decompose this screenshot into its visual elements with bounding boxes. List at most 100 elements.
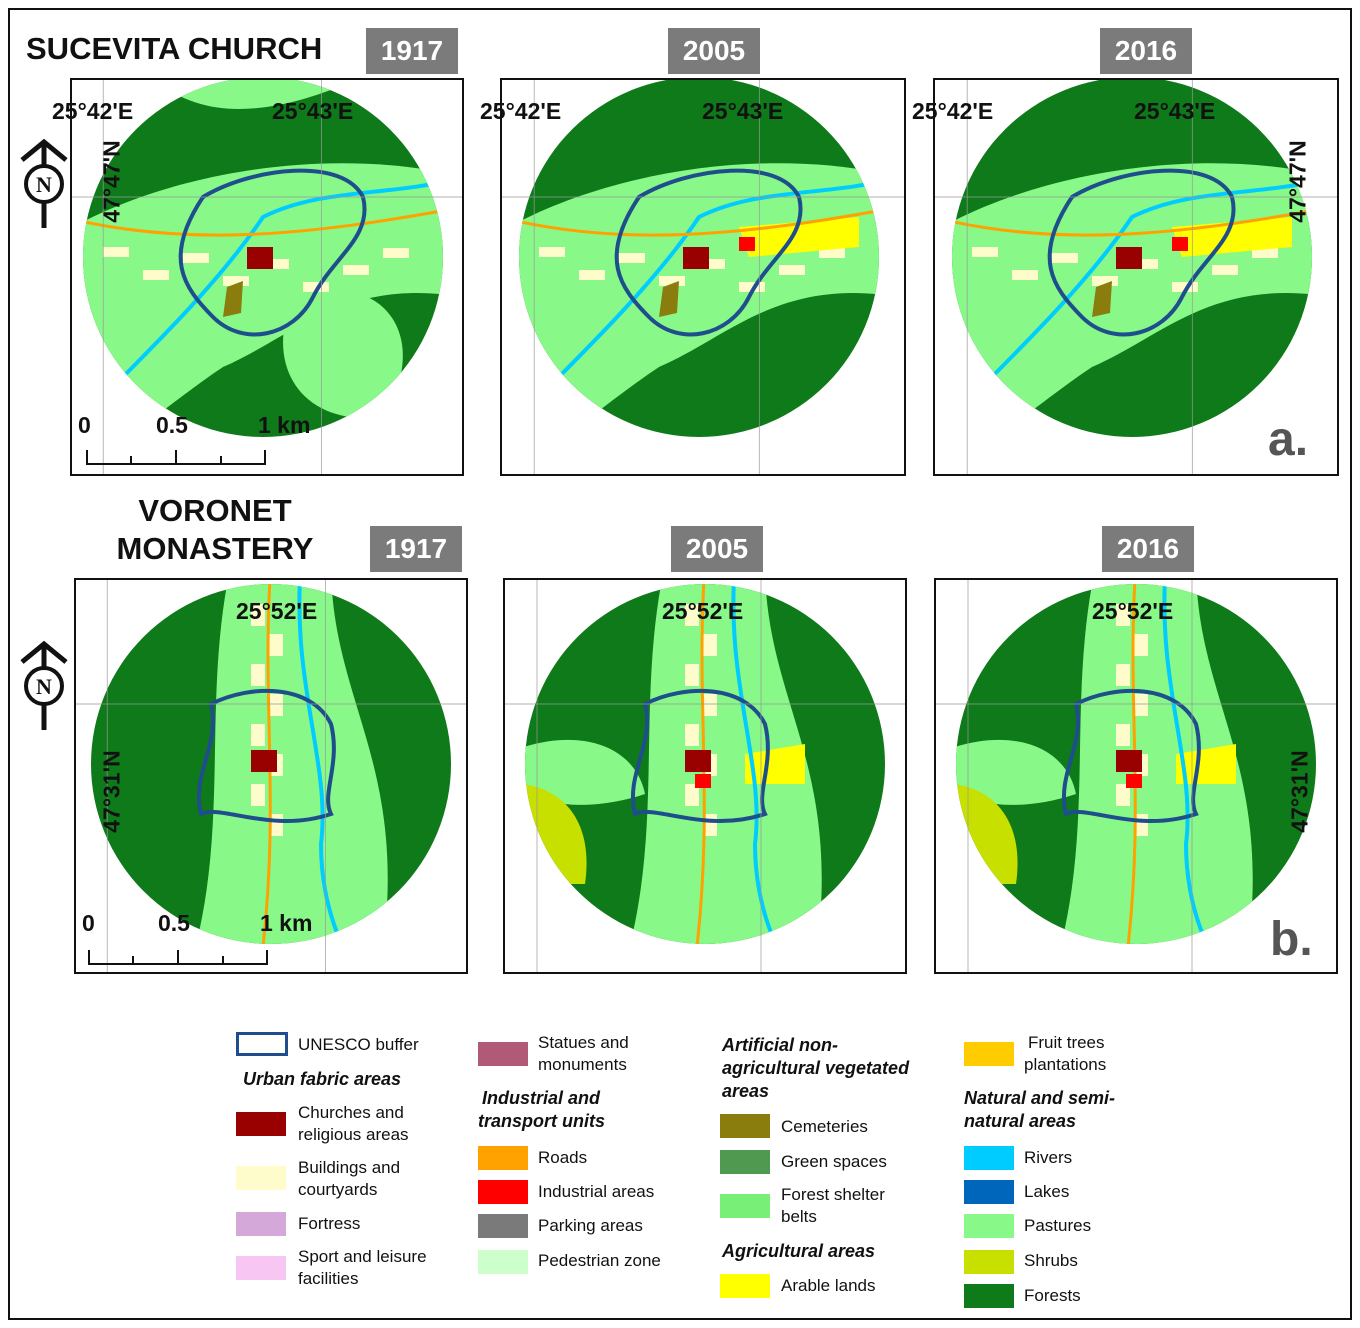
site-title-voronet-line2: MONASTERY: [100, 530, 330, 568]
north-arrow-icon: N: [18, 640, 70, 737]
year-badge-b-2016: 2016: [1102, 526, 1194, 572]
legend-heading-artificial-2: agricultural vegetated: [722, 1057, 909, 1080]
map-panel-sucevita-2005: [500, 78, 906, 476]
buildings-area: [1012, 270, 1038, 280]
buildings-area: [685, 664, 699, 686]
legend-swatch-arable: [720, 1274, 770, 1298]
lon-label-a1-right: 25°43'E: [272, 98, 353, 125]
legend-label-statues: Statues and: [538, 1032, 629, 1054]
buildings-area: [269, 634, 283, 656]
lon-label-a2-left: 25°42'E: [480, 98, 561, 125]
buildings-area: [703, 694, 717, 716]
buildings-area: [1052, 253, 1078, 263]
legend-label-churches: Churches and: [298, 1102, 404, 1124]
buildings-area: [1116, 724, 1130, 746]
map-panel-voronet-2005: [503, 578, 907, 974]
lat-label-a1: 47°47'N: [99, 134, 126, 230]
buildings-area: [251, 784, 265, 806]
lon-label-a3-right: 25°43'E: [1134, 98, 1215, 125]
legend-heading-industrial: Industrial and: [482, 1087, 600, 1110]
legend-label-churches-2: religious areas: [298, 1124, 409, 1146]
legend-label-rivers: Rivers: [1024, 1147, 1072, 1169]
buildings-area: [1134, 694, 1148, 716]
legend-swatch-pastures: [964, 1214, 1014, 1238]
legend-swatch-statues: [478, 1042, 528, 1066]
buildings-area: [779, 265, 805, 275]
industrial-area: [1126, 774, 1142, 788]
panel-letter-b: b.: [1270, 912, 1313, 967]
buildings-area: [269, 694, 283, 716]
site-title-sucevita: SUCEVITA CHURCH: [26, 30, 366, 68]
scale-bar-a: [86, 446, 268, 473]
legend-swatch-shrubs: [964, 1250, 1014, 1274]
lon-label-b2: 25°52'E: [662, 598, 743, 625]
industrial-area: [695, 774, 711, 788]
legend-label-pastures: Pastures: [1024, 1215, 1091, 1237]
legend-swatch-parking: [478, 1214, 528, 1238]
legend-swatch-churches: [236, 1112, 286, 1136]
year-badge-a-1917: 1917: [366, 28, 458, 74]
legend-swatch-buffer: [236, 1032, 288, 1056]
lat-label-b1: 47°31'N: [99, 744, 126, 840]
legend-label-arable: Arable lands: [781, 1275, 876, 1297]
scale-label-half: 0.5: [158, 910, 190, 937]
legend-label-lakes: Lakes: [1024, 1181, 1069, 1203]
legend-heading-agri: Agricultural areas: [722, 1240, 875, 1263]
year-badge-a-2016: 2016: [1100, 28, 1192, 74]
buildings-area: [103, 247, 129, 257]
buildings-area: [685, 724, 699, 746]
buildings-area: [1116, 664, 1130, 686]
legend-heading-urban: Urban fabric areas: [243, 1068, 401, 1091]
buildings-area: [1134, 634, 1148, 656]
legend-swatch-fruit: [964, 1042, 1014, 1066]
legend-label-shelter: Forest shelter: [781, 1184, 885, 1206]
scale-label-full: 1 km: [258, 412, 310, 439]
buildings-area: [703, 634, 717, 656]
year-badge-a-2005: 2005: [668, 28, 760, 74]
legend-swatch-cemeteries: [720, 1114, 770, 1138]
church-area: [1116, 247, 1142, 269]
legend-swatch-fortress: [236, 1212, 286, 1236]
legend-label-fortress: Fortress: [298, 1213, 360, 1235]
legend-label-forests: Forests: [1024, 1285, 1081, 1307]
buildings-area: [619, 253, 645, 263]
legend-swatch-lakes: [964, 1180, 1014, 1204]
buildings-area: [143, 270, 169, 280]
lon-label-a2-right: 25°43'E: [702, 98, 783, 125]
lat-label-b3: 47°31'N: [1287, 744, 1314, 840]
lon-label-a3-left: 25°42'E: [912, 98, 993, 125]
buildings-area: [251, 664, 265, 686]
buildings-area: [383, 248, 409, 258]
legend-heading-artificial: Artificial non-: [722, 1034, 838, 1057]
legend-heading-natural: Natural and semi-: [964, 1087, 1115, 1110]
legend-swatch-industrial: [478, 1180, 528, 1204]
legend-swatch-green: [720, 1150, 770, 1174]
legend-swatch-forests: [964, 1284, 1014, 1308]
legend-label-cemeteries: Cemeteries: [781, 1116, 868, 1138]
buildings-area: [579, 270, 605, 280]
lat-label-a3: 47°47'N: [1285, 134, 1312, 230]
buildings-area: [539, 247, 565, 257]
church-area: [685, 750, 711, 772]
panel-letter-a: a.: [1268, 412, 1308, 467]
church-area: [251, 750, 277, 772]
legend-swatch-shelter: [720, 1194, 770, 1218]
lon-label-b1: 25°52'E: [236, 598, 317, 625]
legend-label-industrial: Industrial areas: [538, 1181, 654, 1203]
legend-label-shrubs: Shrubs: [1024, 1250, 1078, 1272]
legend-label-buffer: UNESCO buffer: [298, 1034, 419, 1056]
buildings-area: [251, 724, 265, 746]
legend-label-pedestrian: Pedestrian zone: [538, 1250, 661, 1272]
industrial-area: [1172, 237, 1188, 251]
industrial-area: [739, 237, 755, 251]
legend-label-buildings: Buildings and: [298, 1157, 400, 1179]
site-title-voronet-line1: VORONET: [100, 492, 330, 530]
church-area: [683, 247, 709, 269]
legend-label-shelter-2: belts: [781, 1206, 817, 1228]
buildings-area: [1212, 265, 1238, 275]
year-badge-b-2005: 2005: [671, 526, 763, 572]
church-area: [247, 247, 273, 269]
legend-swatch-sport: [236, 1256, 286, 1280]
buildings-area: [972, 247, 998, 257]
legend-swatch-roads: [478, 1146, 528, 1170]
